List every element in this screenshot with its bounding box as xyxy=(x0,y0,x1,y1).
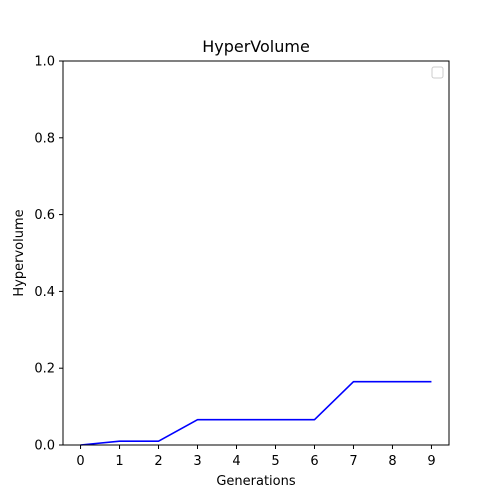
plot-area xyxy=(63,61,449,445)
x-axis: 0 1 2 3 4 5 6 7 8 9 xyxy=(76,445,436,469)
x-tick-label: 2 xyxy=(154,454,162,469)
x-tick-label: 1 xyxy=(115,454,123,469)
x-tick-label: 8 xyxy=(388,454,396,469)
y-tick-label: 0.4 xyxy=(34,285,55,300)
y-axis: 0.0 0.2 0.4 0.6 0.8 1.0 xyxy=(34,55,63,454)
y-tick-label: 0.2 xyxy=(34,362,55,377)
y-tick-label: 1.0 xyxy=(34,55,55,70)
x-tick-label: 6 xyxy=(310,454,318,469)
y-tick-label: 0.6 xyxy=(34,208,55,223)
x-tick-label: 9 xyxy=(427,454,435,469)
y-tick-label: 0.8 xyxy=(34,131,55,146)
x-tick-label: 7 xyxy=(349,454,357,469)
x-tick-label: 3 xyxy=(193,454,201,469)
plot-frame xyxy=(62,60,450,446)
y-tick-label: 0.0 xyxy=(34,439,55,454)
x-tick-label: 4 xyxy=(232,454,240,469)
x-axis-label: Generations xyxy=(216,474,296,489)
chart-title: HyperVolume xyxy=(202,37,310,56)
x-tick-label: 5 xyxy=(271,454,279,469)
x-tick-label: 0 xyxy=(76,454,84,469)
y-axis-label: Hypervolume xyxy=(12,209,27,296)
hypervolume-series-line xyxy=(80,380,432,446)
legend-box xyxy=(431,66,444,79)
